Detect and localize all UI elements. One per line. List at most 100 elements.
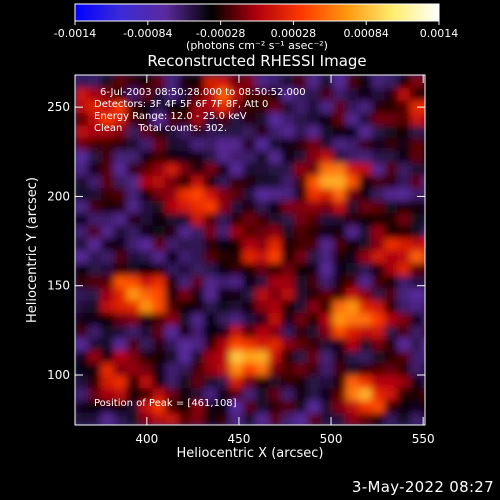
heatmap-cell [332,300,347,314]
heatmap-cell [152,87,166,101]
heatmap-cell [216,212,231,226]
heatmap-cell [294,325,308,339]
heatmap-cell [307,275,321,289]
heatmap-cell [320,312,334,326]
heatmap-cell [294,175,308,189]
heatmap-cell [255,400,270,414]
heatmap-cell [332,375,347,389]
heatmap-cell [178,150,192,164]
heatmap-cell [75,187,89,201]
heatmap-cell [281,312,295,326]
heatmap-cell [397,125,411,139]
heatmap-cell [139,200,153,214]
heatmap-cell [87,212,102,226]
heatmap-cell [281,275,295,289]
heatmap-cell [384,187,398,201]
x-axis-title: Heliocentric X (arcsec) [177,446,324,461]
heatmap-cell [100,112,115,126]
heatmap-cell [75,150,89,164]
heatmap-cell [371,412,386,425]
heatmap-cell [345,337,360,351]
heatmap-cell [203,250,218,264]
heatmap-cell [139,100,153,114]
heatmap-cell [242,75,257,89]
heatmap-cell [294,137,308,151]
heatmap-cell [294,112,308,126]
heatmap-cell [423,125,425,139]
heatmap-cell [384,275,398,289]
heatmap-cell [203,400,218,414]
heatmap-cell [397,187,411,201]
heatmap-cell [152,375,166,389]
heatmap-cell [384,125,398,139]
heatmap-cell [152,125,166,139]
heatmap-cell [358,137,373,151]
heatmap-cell [126,125,141,139]
heatmap-cell [307,175,321,189]
heatmap-cell [113,262,128,276]
heatmap-cell [100,262,115,276]
heatmap-cell [371,225,386,239]
heatmap-cell [178,387,192,401]
heatmap-cell [216,262,231,276]
heatmap-cell [229,112,244,126]
heatmap-cell [203,325,218,339]
heatmap-cell [152,262,166,276]
heatmap-cell [191,112,205,126]
heatmap-cell [139,237,153,251]
heatmap-cell [75,75,89,89]
heatmap-cell [358,387,373,401]
heatmap-cell [152,350,166,364]
heatmap-cell [255,312,270,326]
heatmap-cell [320,387,334,401]
heatmap-cell [242,362,257,376]
heatmap-cell [294,337,308,351]
heatmap-cell [203,287,218,301]
heatmap-cell [345,287,360,301]
heatmap-cell [345,325,360,339]
heatmap-cell [332,187,347,201]
heatmap-cell [242,100,257,114]
peak-position-label: Position of Peak = [461,108] [94,398,237,409]
heatmap-cell [100,200,115,214]
heatmap-cell [307,212,321,226]
heatmap-cell [384,362,398,376]
heatmap-cell [281,337,295,351]
heatmap-cell [423,400,425,414]
heatmap-cell [87,175,102,189]
heatmap-cell [75,337,89,351]
heatmap-cell [203,262,218,276]
heatmap-cell [87,275,102,289]
heatmap-cell [397,212,411,226]
heatmap-cell [358,337,373,351]
heatmap-cell [229,200,244,214]
heatmap-cell [87,262,102,276]
heatmap-cell [255,150,270,164]
heatmap-cell [281,287,295,301]
heatmap-cell [126,162,141,176]
heatmap-cell [320,175,334,189]
heatmap-cell [320,137,334,151]
heatmap-cell [113,350,128,364]
heatmap-cell [139,350,153,364]
heatmap-cell [242,412,257,425]
heatmap-cell [216,387,231,401]
heatmap-cell [294,200,308,214]
heatmap-cell [423,212,425,226]
heatmap-cell [371,287,386,301]
heatmap-cell [423,337,425,351]
heatmap-cell [423,262,425,276]
heatmap-cell [397,100,411,114]
heatmap-cell [113,237,128,251]
heatmap-cell [229,125,244,139]
heatmap-cell [345,137,360,151]
heatmap-cell [152,362,166,376]
heatmap-cell [126,237,141,251]
heatmap-cell [178,325,192,339]
heatmap-cell [75,275,89,289]
heatmap-cell [178,412,192,425]
heatmap-cell [371,400,386,414]
heatmap-cell [100,412,115,425]
heatmap-cell [75,412,89,425]
heatmap-cell [165,75,179,89]
